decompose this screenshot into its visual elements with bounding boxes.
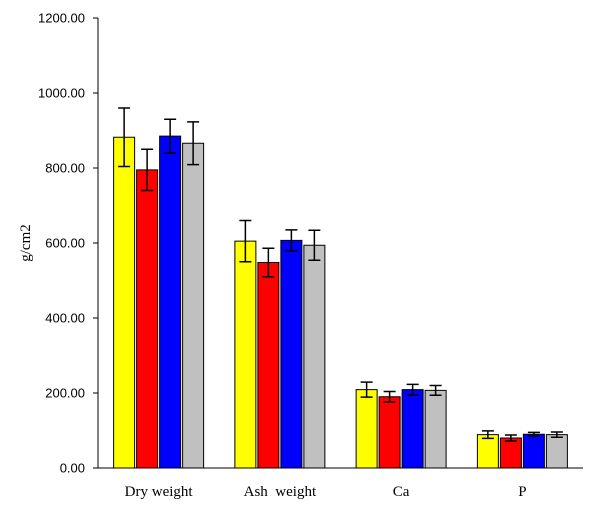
y-axis-title: g/cm2: [18, 224, 34, 262]
x-category-label: Ash weight: [244, 484, 317, 500]
bar: [234, 240, 257, 469]
bar: [401, 389, 424, 469]
y-tick-label: 800.00: [45, 161, 85, 176]
y-tick-label: 400.00: [45, 311, 85, 326]
x-category-label: P: [518, 484, 526, 500]
bar: [257, 262, 280, 469]
y-axis-ticks: 0.00 200.00 400.00 600.00 800.00 1000.00 1200.…: [38, 11, 98, 476]
x-axis-labels: Dry weight Ash weight Ca P: [125, 484, 527, 500]
bar-series: [113, 135, 568, 469]
y-tick-label: 1200.00: [38, 11, 85, 26]
bar: [545, 434, 568, 469]
bar: [136, 169, 159, 469]
x-category-label: Dry weight: [125, 484, 194, 500]
bar: [182, 142, 205, 469]
y-tick-label: 200.00: [45, 386, 85, 401]
bar: [378, 396, 401, 469]
y-tick-label: 0.00: [60, 461, 85, 476]
bar: [424, 389, 447, 469]
bar: [499, 437, 522, 469]
x-category-label: Ca: [393, 484, 410, 500]
y-tick-label: 1000.00: [38, 86, 85, 101]
bar: [355, 389, 378, 469]
y-tick-label: 600.00: [45, 236, 85, 251]
bar: [113, 136, 136, 469]
bar: [476, 434, 499, 469]
bar: [522, 433, 545, 469]
error-bars: [118, 107, 563, 442]
bar: [280, 239, 303, 469]
bar: [159, 135, 182, 469]
bar: [303, 244, 326, 469]
